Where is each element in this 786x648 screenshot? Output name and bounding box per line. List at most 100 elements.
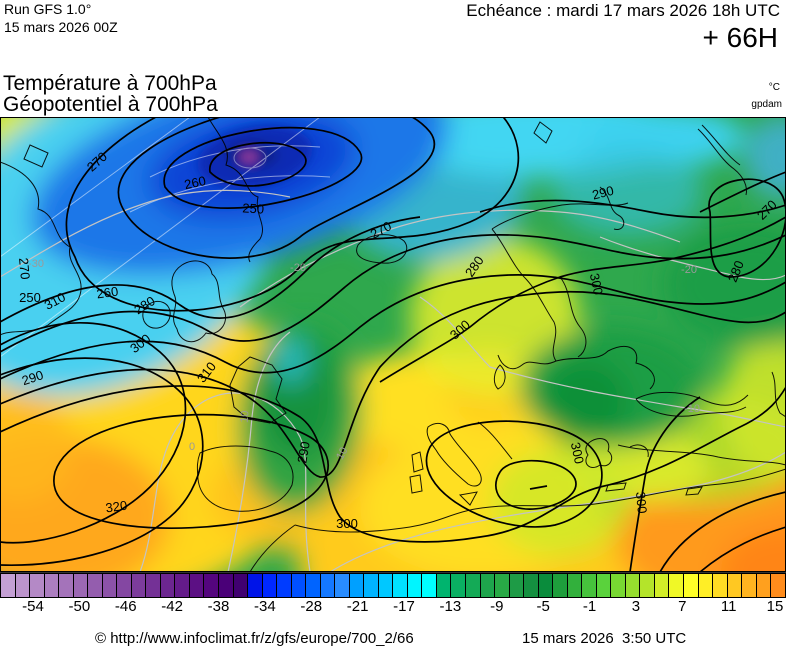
unit-gpdam-label: gpdam	[751, 99, 782, 110]
colorbar-cell	[217, 573, 234, 598]
temperature-contour-label: -10	[684, 403, 700, 415]
colorbar-cell	[377, 573, 394, 598]
colorbar-cell	[188, 573, 205, 598]
colorbar-cell	[116, 573, 132, 598]
colorbar-cell	[159, 573, 176, 598]
colorbar-tick-label: 7	[678, 598, 687, 615]
temperature-contours	[0, 189, 786, 573]
colorbar-tick-label: -54	[22, 598, 44, 615]
colorbar-cell	[0, 573, 16, 598]
coastlines	[0, 116, 786, 573]
colorbar-cell	[247, 573, 263, 598]
colorbar-tick-label: -42	[161, 598, 183, 615]
map-canvas: 270 260 250 260 250 270 280 290 300 310 310 320 270 2…	[0, 68, 786, 617]
colorbar-cell	[319, 573, 336, 598]
geopotential-contour-label: 300	[336, 516, 358, 531]
colorbar-cell	[450, 573, 466, 598]
colorbar-cell	[130, 573, 147, 598]
forecast-hour-label: + 66H	[702, 22, 779, 53]
colorbar-tick-label: -1	[582, 598, 597, 615]
colorbar-cell	[581, 573, 597, 598]
colorbar-cell	[697, 573, 714, 598]
colorbar-cell	[537, 573, 554, 598]
colorbar-tick-label: -9	[490, 598, 504, 615]
colorbar-cell	[203, 573, 219, 598]
geopotential-contour-label: 250	[242, 200, 264, 216]
colorbar-cell	[494, 573, 510, 598]
colorbar-cell	[305, 573, 321, 598]
colorbar-cell	[726, 573, 743, 598]
colorbar-cell	[552, 573, 568, 598]
colorbar-cell	[421, 573, 437, 598]
colorbar-tick-label: -5	[536, 598, 550, 615]
colorbar-cell	[406, 573, 423, 598]
colorbar-cell	[87, 573, 103, 598]
colorbar-tick-label: -21	[346, 598, 369, 615]
temperature-contour-label: -20	[681, 264, 697, 276]
colorbar-cell	[276, 573, 292, 598]
colorbar-cell	[14, 573, 31, 598]
colorbar-cell	[101, 573, 118, 598]
colorbar-cell	[174, 573, 190, 598]
temperature-contour-label: 0	[189, 441, 195, 453]
colorbar-cell	[668, 573, 684, 598]
colorbar-cell	[232, 573, 249, 598]
colorbar-cell	[566, 573, 583, 598]
geopotential-contour-label: 290	[294, 440, 313, 464]
colorbar-cell	[72, 573, 89, 598]
temperature-contour-label: 10	[334, 445, 350, 461]
colorbar-tick-label: -34	[254, 598, 276, 615]
colorbar-cell	[290, 573, 307, 598]
colorbar-cell	[392, 573, 408, 598]
geopotential-contour-label: 260	[96, 284, 120, 302]
geopotential-contour-label: 320	[105, 498, 129, 516]
colorbar-tick-label: -46	[114, 598, 137, 615]
colorbar-cell	[610, 573, 626, 598]
parameter-temperature-label: Température à 700hPa	[3, 72, 217, 95]
geopotential-contour-label: 290	[20, 367, 45, 388]
geopotential-contour-label: 290	[591, 183, 616, 203]
colorbar-cell	[261, 573, 278, 598]
unit-celsius-label: °C	[768, 82, 780, 93]
colorbar-cell	[712, 573, 728, 598]
colorbar-cell	[29, 573, 45, 598]
colorbar-tick-label: -38	[207, 598, 230, 615]
geopotential-contour-label: 300	[568, 441, 587, 465]
colorbar-cell	[770, 573, 786, 598]
colorbar-cell	[639, 573, 655, 598]
colorbar-cell	[595, 573, 612, 598]
colorbar-tick-label: -13	[439, 598, 462, 615]
geopotential-contour-label: 260	[183, 173, 207, 192]
colorbar-labels: -54 -50 -46 -42 -38 -34 -28 -21 -17 -13 -9 -5 -1 3 7 11…	[0, 598, 786, 620]
colorbar-cell	[145, 573, 161, 598]
temperature-contour-label: -20	[290, 262, 306, 274]
geopotential-contour-label: 270	[16, 257, 33, 280]
geopotential-contour-label: 300	[587, 272, 606, 296]
colorbar-cell	[479, 573, 496, 598]
colorbar-tick-label: 15	[766, 598, 784, 615]
colorbar-cell	[653, 573, 670, 598]
colorbar-cell	[624, 573, 641, 598]
run-date-label: 15 mars 2026 00Z	[4, 19, 118, 35]
colorbar	[0, 572, 786, 598]
colorbar-cell	[508, 573, 525, 598]
colorbar-cell	[523, 573, 539, 598]
colorbar-cell	[58, 573, 74, 598]
temperature-contour-label: 10	[239, 410, 252, 423]
valid-time-label: Echéance : mardi 17 mars 2026 18h UTC	[466, 1, 780, 20]
colorbar-tick-label: -50	[68, 598, 91, 615]
colorbar-cell	[348, 573, 365, 598]
colorbar-cell	[363, 573, 379, 598]
colorbar-tick-label: 3	[631, 598, 641, 615]
geopotential-contour-label: 250	[19, 290, 41, 305]
run-model-label: Run GFS 1.0°	[4, 1, 92, 17]
geopotential-contours	[0, 68, 786, 573]
colorbar-tick-label: -17	[393, 598, 415, 615]
colorbar-cell	[465, 573, 481, 598]
colorbar-tick-label: -28	[300, 598, 323, 615]
colorbar-cell	[755, 573, 772, 598]
colorbar-cell	[334, 573, 350, 598]
map-svg: 2702602502602502702802903003103103202702…	[0, 68, 786, 617]
colorbar-cell	[435, 573, 452, 598]
